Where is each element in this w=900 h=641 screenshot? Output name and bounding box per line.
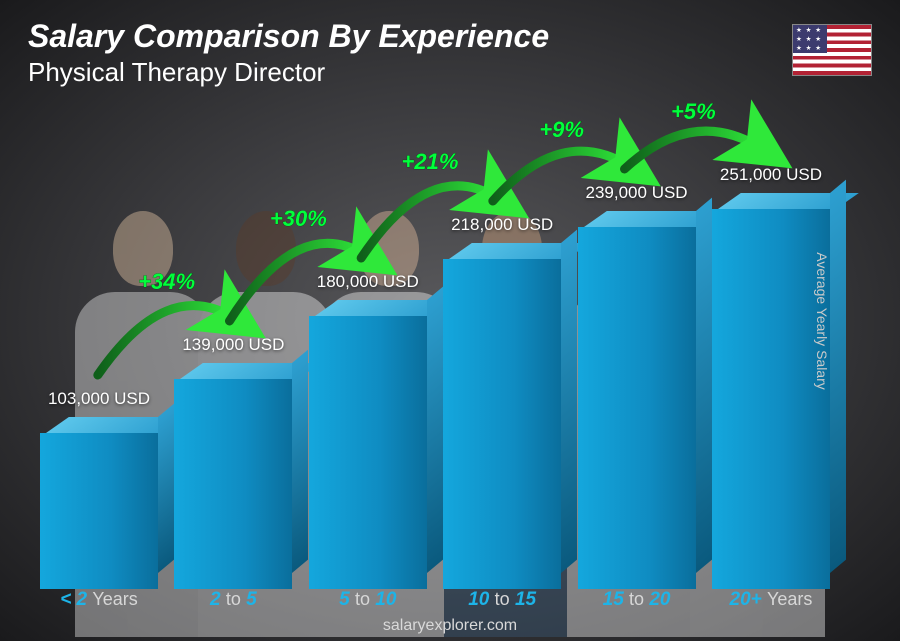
x-axis-label: 2 to 5 <box>174 589 292 611</box>
x-axis-label: 5 to 10 <box>309 589 427 611</box>
x-axis-label: < 2 Years <box>40 589 158 611</box>
x-axis-label: 20+ Years <box>712 589 830 611</box>
bar-value-label: 251,000 USD <box>720 165 822 185</box>
bar-value-label: 103,000 USD <box>48 389 150 409</box>
bar: 239,000 USD <box>578 183 696 573</box>
bar: 180,000 USD <box>309 272 427 573</box>
x-axis: < 2 Years 2 to 5 5 to 10 10 to 15 15 to 20 20… <box>40 589 830 611</box>
bar-chart: 103,000 USD 139,000 USD 180,000 USD 218,… <box>40 133 830 573</box>
bar-value-label: 180,000 USD <box>317 272 419 292</box>
bar: 103,000 USD <box>40 389 158 573</box>
y-axis-label: Average Yearly Salary <box>813 252 829 390</box>
x-axis-label: 10 to 15 <box>443 589 561 611</box>
country-flag-icon <box>792 24 872 76</box>
chart-header: Salary Comparison By Experience Physical… <box>28 18 549 88</box>
bar: 251,000 USD <box>712 165 830 573</box>
chart-title: Salary Comparison By Experience <box>28 18 549 55</box>
bar-value-label: 239,000 USD <box>586 183 688 203</box>
bar: 139,000 USD <box>174 335 292 573</box>
bar-value-label: 139,000 USD <box>182 335 284 355</box>
chart-subtitle: Physical Therapy Director <box>28 57 549 88</box>
bar-value-label: 218,000 USD <box>451 215 553 235</box>
bar: 218,000 USD <box>443 215 561 573</box>
x-axis-label: 15 to 20 <box>578 589 696 611</box>
watermark: salaryexplorer.com <box>0 617 900 635</box>
